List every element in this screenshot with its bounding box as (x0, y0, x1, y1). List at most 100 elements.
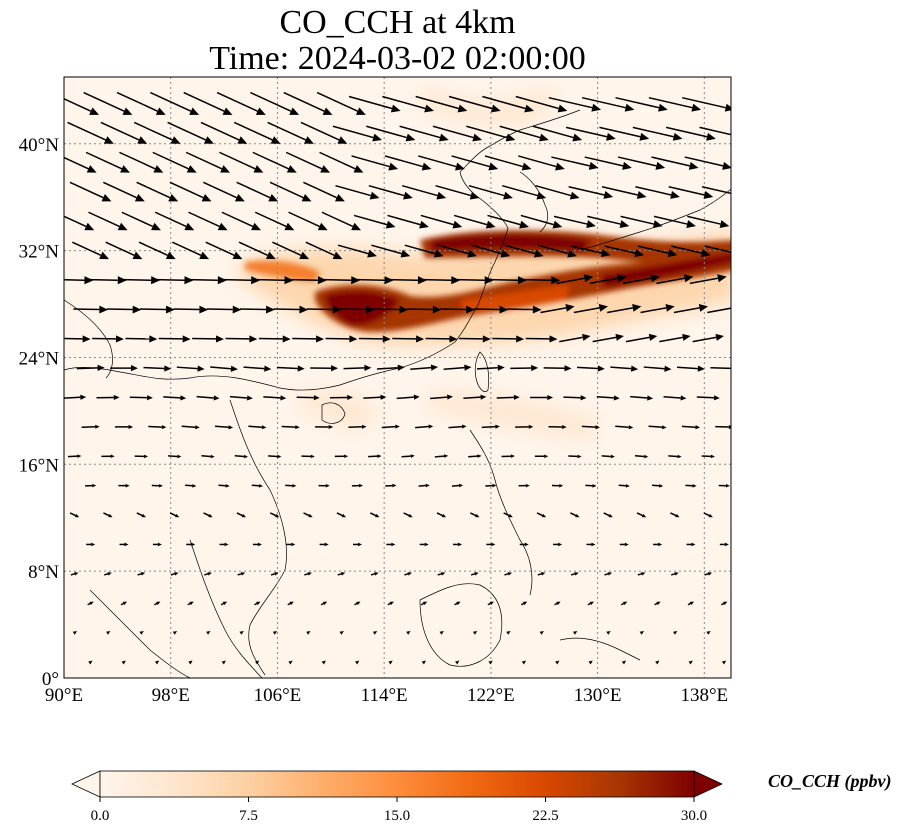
wind-arrow-head (339, 631, 344, 635)
wind-arrow-head (641, 513, 647, 518)
wind-arrow-head (403, 191, 413, 200)
wind-arrow-head (332, 251, 343, 260)
wind-arrow-shaft (240, 308, 267, 311)
wind-arrow-shaft (481, 425, 496, 429)
wind-arrow-head (217, 276, 227, 285)
wind-arrow-shaft (429, 396, 448, 400)
wind-arrow-shaft (138, 241, 168, 256)
wind-arrow-head (583, 274, 594, 283)
wind-arrow-head (161, 425, 167, 430)
wind-arrow-head (170, 136, 181, 144)
wind-arrow-head (388, 162, 399, 171)
wind-arrow-shaft (136, 512, 143, 517)
wind-arrow-shaft (210, 366, 232, 370)
wind-arrow-head (284, 222, 295, 231)
wind-arrow-shaft (520, 214, 554, 226)
wind-arrow-shaft (682, 96, 726, 109)
lon-tick-label: 90°E (45, 685, 83, 706)
wind-arrow-head (567, 249, 578, 258)
wind-arrow-shaft (173, 308, 200, 311)
wind-arrow-shaft (340, 308, 367, 311)
wind-arrow-head (672, 132, 683, 141)
lat-tick-label: 24°N (19, 348, 60, 369)
wind-arrow-head (695, 425, 701, 430)
wind-arrow-head (91, 542, 96, 547)
wind-arrow-head (552, 220, 563, 229)
wind-arrow-head (440, 572, 446, 576)
wind-arrow-head (210, 454, 215, 459)
wind-arrow-shaft (587, 602, 591, 606)
wind-arrow-head (191, 542, 196, 547)
wind-arrow-head (595, 425, 600, 430)
wind-arrow-head (477, 454, 482, 458)
wind-arrow-head (241, 513, 246, 518)
colorbar-tick-label: 7.5 (239, 808, 258, 824)
wind-arrow-shaft (684, 156, 724, 167)
wind-arrow-head (724, 103, 731, 112)
wind-arrow-head (536, 191, 547, 200)
wind-arrow-head (288, 660, 293, 665)
axis-ticks: 90°E 98°E 106°E 114°E 122°E 130°E 138°E 0° 8°N 16… (19, 135, 729, 706)
wind-arrow-shaft (384, 155, 423, 168)
wind-arrow-head (313, 395, 320, 401)
wind-arrow-shaft (236, 181, 271, 199)
wind-arrow-shaft (233, 121, 273, 141)
lon-tick-label: 122°E (467, 685, 515, 706)
wind-arrow-head (325, 483, 330, 488)
wind-arrow-head (630, 365, 639, 372)
wind-arrow-head (151, 276, 161, 285)
wind-arrow-shaft (337, 244, 369, 255)
wind-arrow-head (636, 191, 647, 199)
wind-arrow-shaft (537, 244, 569, 255)
wind-arrow-head (505, 133, 516, 142)
wind-arrow-head (164, 365, 172, 372)
wind-arrow-head (274, 572, 279, 576)
colorbar-ticks: 0.0 7.5 15.0 22.5 30.0 (91, 797, 707, 824)
wind-arrow-shaft (401, 455, 411, 458)
wind-arrow-head (251, 222, 261, 231)
wind-arrow-shaft (116, 91, 158, 112)
wind-arrow-head (447, 394, 453, 400)
wind-arrow-head (734, 249, 744, 257)
wind-arrow-head (184, 276, 194, 285)
wind-arrow-head (661, 425, 667, 430)
wind-arrow-head (225, 484, 230, 488)
wind-arrow-head (461, 424, 467, 429)
wind-arrow-head (186, 165, 197, 173)
wind-arrow-shaft (435, 184, 472, 197)
wind-arrow-head (624, 103, 635, 112)
wind-arrow-head (328, 424, 334, 429)
wind-arrow-shaft (396, 396, 414, 400)
wind-arrow-head (485, 220, 496, 229)
wind-arrow-shaft (387, 214, 421, 226)
wind-arrow-shaft (489, 278, 519, 281)
wind-arrow-head (490, 104, 501, 113)
wind-arrow-head (506, 631, 511, 635)
wind-arrow-shaft (243, 366, 265, 370)
wind-arrow-head (382, 335, 391, 343)
wind-arrow-head (395, 424, 400, 429)
wind-arrow-shaft (251, 484, 260, 487)
wind-arrow-shaft (487, 214, 521, 226)
wind-arrow-head (84, 276, 94, 285)
wind-arrow-head (222, 107, 233, 115)
wind-arrow-head (503, 191, 513, 200)
wind-arrow-head (384, 276, 394, 285)
wind-arrow-shaft (72, 241, 102, 256)
wind-arrow-shaft (337, 573, 342, 576)
wind-arrow-head (549, 335, 558, 343)
wind-arrow-head (670, 191, 680, 199)
wind-arrow-head (591, 103, 602, 112)
wind-arrow-head (224, 542, 229, 547)
wind-arrow-shaft (620, 602, 625, 606)
wind-arrow-shaft (499, 125, 541, 139)
wind-arrow-head (721, 660, 727, 665)
wind-arrow-shaft (668, 455, 678, 458)
wind-arrow-shaft (506, 308, 533, 311)
coastline-korea (519, 171, 549, 233)
wind-arrow-shaft (554, 602, 558, 606)
wind-arrow-shaft (220, 602, 224, 606)
wind-arrow-shaft (471, 244, 502, 255)
wind-arrow-head (361, 424, 367, 429)
map-frame (63, 76, 732, 679)
